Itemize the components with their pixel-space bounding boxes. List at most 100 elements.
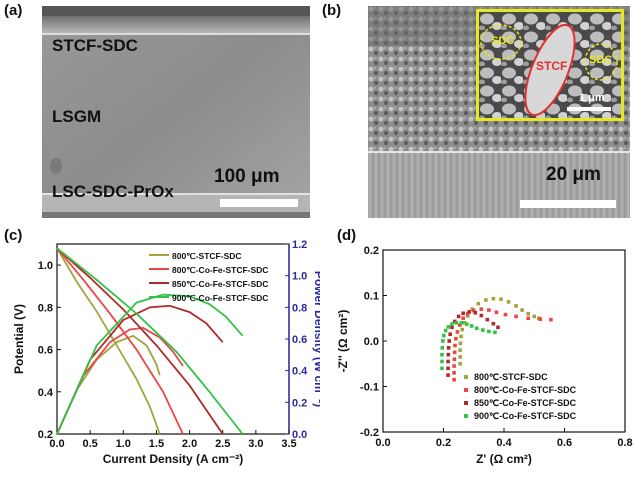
power-curve-3 [56, 293, 244, 435]
eis-point-1-11 [471, 308, 476, 313]
eis-point-1-5 [453, 343, 457, 348]
eis-point-1-8 [458, 323, 462, 327]
eis-point-2-0 [446, 373, 450, 377]
eis-point-0-12 [499, 297, 503, 301]
eis-point-2-10 [461, 311, 465, 316]
eis-point-0-17 [532, 314, 537, 319]
y-tick-label-d-2: 0.0 [364, 336, 379, 348]
eis-point-1-12 [479, 307, 484, 311]
inset-label-sdc-right: SDC [589, 54, 613, 66]
eis-point-1-10 [465, 311, 470, 316]
sem-image-a: STCF-SDC LSGM LSC-SDC-PrOx 100 μm [42, 6, 310, 218]
eis-point-1-17 [526, 316, 530, 321]
eis-point-0-15 [520, 308, 524, 312]
x-tick-label-d-0: 0.0 [375, 437, 390, 449]
y2-tick-label-c-3: 0.6 [292, 334, 307, 346]
legend-label-d-0: 800℃-STCF-SDC [474, 372, 548, 382]
eis-point-1-18 [538, 317, 543, 321]
y2-tick-label-c-0: 0.0 [292, 429, 307, 441]
eis-point-2-3 [446, 352, 451, 357]
eis-point-0-7 [465, 314, 470, 318]
y2-tick-label-c-1: 0.2 [292, 397, 307, 409]
eis-point-2-7 [450, 325, 454, 330]
panel-label-b: (b) [322, 2, 342, 19]
eis-point-1-16 [514, 314, 518, 319]
eis-point-0-16 [526, 311, 530, 316]
eis-point-1-9 [461, 316, 465, 321]
eis-point-1-13 [487, 308, 491, 312]
x-tick-label-c-7: 3.5 [281, 438, 296, 450]
x-tick-label-d-3: 0.6 [557, 437, 572, 449]
eis-point-2-15 [491, 321, 496, 326]
eis-point-2-1 [446, 366, 450, 371]
eis-point-0-9 [476, 301, 481, 306]
iv-curve-2 [56, 247, 224, 435]
inset-label-sdc-left: SDC [491, 35, 515, 47]
x-tick-label-d-2: 0.4 [496, 437, 512, 449]
scale-bar-a [220, 199, 298, 207]
eis-point-2-2 [446, 359, 450, 364]
eis-point-1-0 [452, 377, 456, 382]
scale-bar-label-b: 20 μm [546, 164, 601, 185]
panel-label-d: (d) [337, 227, 357, 244]
y-axis-label-d: -Z'' (Ω cm²) [336, 310, 350, 373]
sem-image-b: 20 μm SDC STCF SDC 1 μm [368, 6, 630, 218]
legend-marker-d-1 [464, 388, 468, 392]
eis-point-1-4 [452, 350, 457, 355]
x-tick-label-c-6: 3.0 [248, 438, 263, 450]
eis-point-3-1 [440, 359, 444, 364]
eis-point-0-0 [458, 361, 462, 366]
layer-label-lsc-sdc-prox: LSC-SDC-PrOx [52, 182, 174, 201]
eis-point-3-16 [493, 330, 497, 335]
eis-point-0-2 [458, 348, 462, 352]
inset-label-stcf: STCF [536, 59, 568, 73]
eis-point-0-13 [506, 300, 511, 304]
inset-scale-label: 1 μm [579, 92, 605, 104]
x-axis-label-d: Z' (Ω cm²) [476, 452, 532, 466]
y-axis-label-c: Potential (V) [12, 304, 26, 374]
eis-point-1-1 [452, 371, 456, 375]
eis-point-1-3 [452, 357, 457, 361]
eis-point-3-14 [481, 328, 485, 332]
eis-point-3-4 [441, 339, 445, 343]
x-axis-label-c: Current Density (A cm⁻²) [103, 452, 244, 466]
y2-tick-label-c-4: 0.8 [292, 302, 307, 314]
eis-point-2-16 [496, 325, 500, 330]
legend-label-d-1: 800℃-Co-Fe-STCF-SDC [474, 385, 577, 395]
x-tick-label-d-1: 0.2 [436, 437, 451, 449]
eis-point-3-6 [443, 328, 448, 333]
eis-point-3-8 [450, 322, 454, 326]
scale-bar-b [520, 200, 616, 208]
y-tick-label-d-1: -0.1 [360, 382, 379, 394]
eis-point-0-6 [462, 321, 467, 325]
y-tick-label-c-3: 0.8 [38, 302, 53, 314]
x-tick-label-c-1: 0.5 [82, 438, 97, 450]
eis-point-0-5 [460, 327, 465, 332]
power-curve-1 [56, 326, 184, 435]
legend-marker-d-0 [464, 375, 468, 379]
legend-marker-d-2 [464, 401, 468, 405]
x-tick-label-c-2: 1.0 [116, 438, 131, 450]
eis-point-2-9 [456, 314, 461, 319]
power-curve-2 [56, 304, 224, 435]
y2-tick-label-c-5: 1.0 [292, 271, 307, 283]
panel-label-c: (c) [4, 227, 23, 244]
eis-point-3-0 [440, 366, 444, 371]
legend-label-d-2: 850℃-Co-Fe-STCF-SDC [474, 398, 577, 408]
eis-point-2-12 [473, 310, 478, 315]
eis-point-1-19 [549, 317, 553, 322]
eis-point-2-5 [447, 339, 452, 343]
x-tick-label-c-3: 1.5 [149, 438, 164, 450]
eis-point-3-2 [440, 352, 444, 357]
legend-label-c-0: 800℃-STCF-SDC [172, 251, 242, 261]
iv-curve-1 [56, 247, 184, 435]
eis-point-0-11 [491, 296, 496, 301]
eis-point-3-11 [464, 322, 469, 326]
panel-label-a: (a) [4, 2, 23, 19]
eis-point-1-7 [455, 330, 460, 334]
x-tick-label-c-4: 2.0 [182, 438, 197, 450]
iv-curve-3 [56, 247, 244, 435]
layer-label-stcf-sdc: STCF-SDC [52, 36, 138, 55]
eis-point-1-15 [503, 312, 508, 317]
eis-point-1-2 [452, 364, 456, 368]
